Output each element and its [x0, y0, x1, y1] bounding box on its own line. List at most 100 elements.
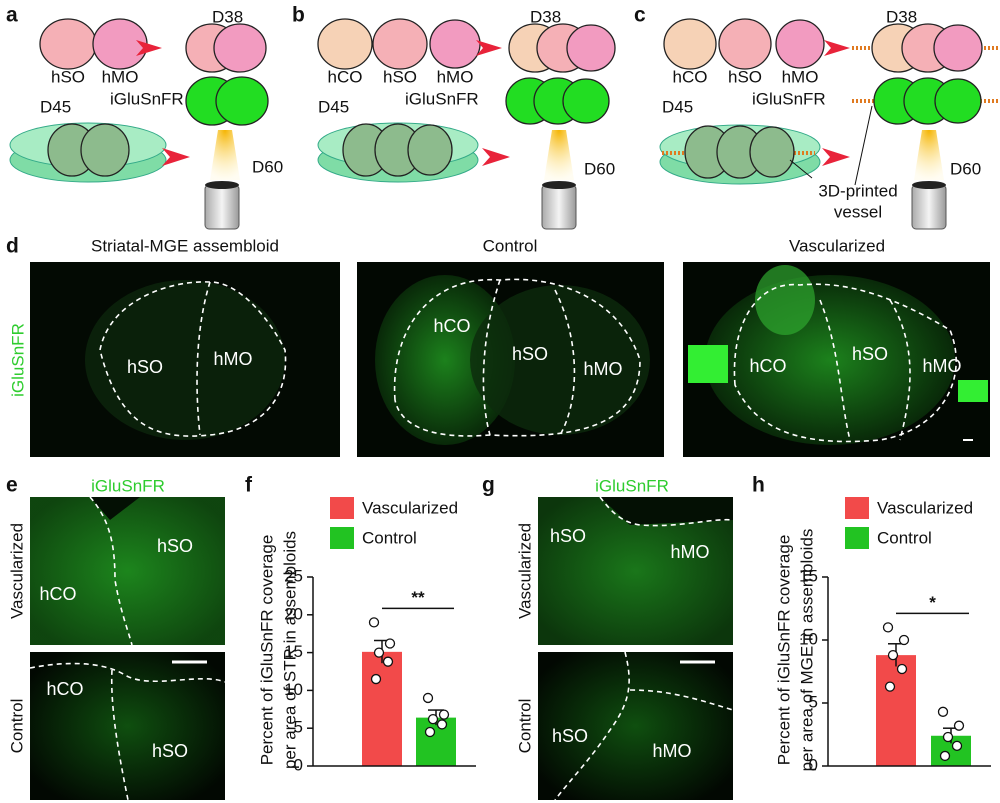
- region-label: hSO: [852, 344, 888, 364]
- data-point: [951, 740, 963, 751]
- region-label: hSO: [152, 741, 188, 761]
- data-point: [953, 720, 965, 731]
- panel-letter: b: [292, 4, 305, 27]
- day-label: D45: [318, 97, 349, 116]
- y-tick-label: 5: [294, 718, 303, 737]
- vessel-label: 3D-printed: [818, 181, 897, 200]
- region-label: hSO: [550, 526, 586, 546]
- legend-label: Vascularized: [362, 498, 458, 517]
- region-label: hSO: [157, 536, 193, 556]
- panel-a: a hSO hMO D38 D45 iGluSnFR D60: [6, 4, 283, 230]
- day-label: D60: [252, 157, 283, 176]
- data-point: [882, 622, 894, 633]
- day-label: D60: [950, 159, 981, 178]
- y-tick-label: 0: [294, 755, 303, 774]
- y-tick-label: 10: [284, 680, 303, 699]
- y-axis-label: Percent of iGluSnFR coverage: [774, 535, 793, 766]
- image-title: Control: [483, 236, 538, 255]
- region-label: hMO: [583, 359, 622, 379]
- legend-swatch: [845, 497, 869, 519]
- organoid-label: hCO: [328, 67, 363, 86]
- legend-label: Control: [362, 528, 417, 547]
- data-point: [898, 634, 910, 646]
- data-point: [939, 750, 951, 762]
- legend-label: Control: [877, 528, 932, 547]
- region-label: hCO: [749, 356, 786, 376]
- data-point: [368, 617, 380, 628]
- reporter-label: iGluSnFR: [110, 89, 184, 108]
- significance-label: *: [929, 593, 936, 612]
- reporter-label: iGluSnFR: [752, 89, 826, 108]
- y-axis-label: Percent of iGluSnFR coverage: [257, 535, 276, 766]
- y-tick-label: 0: [809, 755, 818, 774]
- region-label: hCO: [39, 584, 76, 604]
- data-point: [942, 731, 954, 743]
- channel-label: iGluSnFR: [595, 476, 669, 495]
- channel-label: iGluSnFR: [91, 476, 165, 495]
- panel-e: e iGluSnFR Vascularized Control hCO hSO …: [6, 474, 226, 801]
- data-point: [427, 713, 439, 725]
- legend-swatch: [845, 527, 869, 549]
- micrograph: [538, 652, 733, 800]
- channel-label: iGluSnFR: [8, 323, 27, 397]
- bar: [362, 651, 402, 766]
- image-title: Striatal-MGE assembloid: [91, 236, 279, 255]
- organoid-label: hSO: [383, 67, 417, 86]
- panel-c: c hCO hSO hMO D38 D45 iGluSnFR 3D-printe…: [634, 4, 998, 230]
- panel-letter: h: [752, 474, 765, 497]
- row-label: Control: [7, 699, 26, 754]
- panel-g: g iGluSnFR Vascularized Control hSO hMO …: [482, 474, 734, 801]
- organoid-label: hCO: [673, 67, 708, 86]
- organoid-label: hSO: [728, 67, 762, 86]
- vessel-label: vessel: [834, 202, 882, 221]
- data-point: [422, 692, 434, 704]
- data-point: [373, 647, 385, 658]
- y-tick-label: 20: [284, 604, 303, 623]
- data-point: [887, 649, 899, 661]
- panel-letter: c: [634, 4, 646, 27]
- region-label: hMO: [213, 349, 252, 369]
- y-tick-label: 10: [799, 629, 818, 648]
- panel-d: d iGluSnFR Striatal-MGE assembloid Contr…: [6, 235, 990, 457]
- panel-letter: a: [6, 4, 18, 27]
- panel-letter: f: [245, 474, 253, 497]
- data-point: [436, 719, 448, 730]
- data-point: [884, 681, 896, 692]
- region-label: hMO: [922, 356, 961, 376]
- y-axis-label: per area of STR in assembloids: [280, 531, 299, 769]
- bar: [416, 717, 456, 766]
- panel-letter: e: [6, 474, 18, 497]
- organoid-label: hMO: [782, 67, 819, 86]
- region-label: hSO: [552, 726, 588, 746]
- data-point: [937, 706, 949, 717]
- image-title: Vascularized: [789, 236, 885, 255]
- panel-letter: d: [6, 235, 19, 258]
- region-label: hSO: [127, 357, 163, 377]
- data-point: [370, 673, 382, 685]
- organoid-label: hMO: [102, 67, 139, 86]
- day-label: D45: [40, 97, 71, 116]
- region-label: hMO: [670, 542, 709, 562]
- data-point: [438, 709, 450, 720]
- y-axis-label: per area of MGE in assembloids: [797, 529, 816, 772]
- day-label: D45: [662, 97, 693, 116]
- significance-label: **: [411, 588, 425, 607]
- organoid-label: hSO: [51, 67, 85, 86]
- region-label: hSO: [512, 344, 548, 364]
- panel-letter: g: [482, 474, 495, 497]
- row-label: Vascularized: [7, 523, 26, 619]
- panel-b: b hCO hSO hMO D38 D45 iGluSnFR D60: [292, 4, 616, 230]
- day-label: D38: [886, 7, 917, 26]
- row-label: Control: [515, 699, 534, 754]
- region-label: hCO: [433, 316, 470, 336]
- bar: [876, 655, 916, 766]
- legend-swatch: [330, 527, 354, 549]
- row-label: Vascularized: [515, 523, 534, 619]
- region-label: hMO: [652, 741, 691, 761]
- y-tick-label: 15: [284, 642, 303, 661]
- legend-label: Vascularized: [877, 498, 973, 517]
- data-point: [382, 656, 394, 667]
- organoid-label: hMO: [437, 67, 474, 86]
- micrograph: [30, 652, 225, 800]
